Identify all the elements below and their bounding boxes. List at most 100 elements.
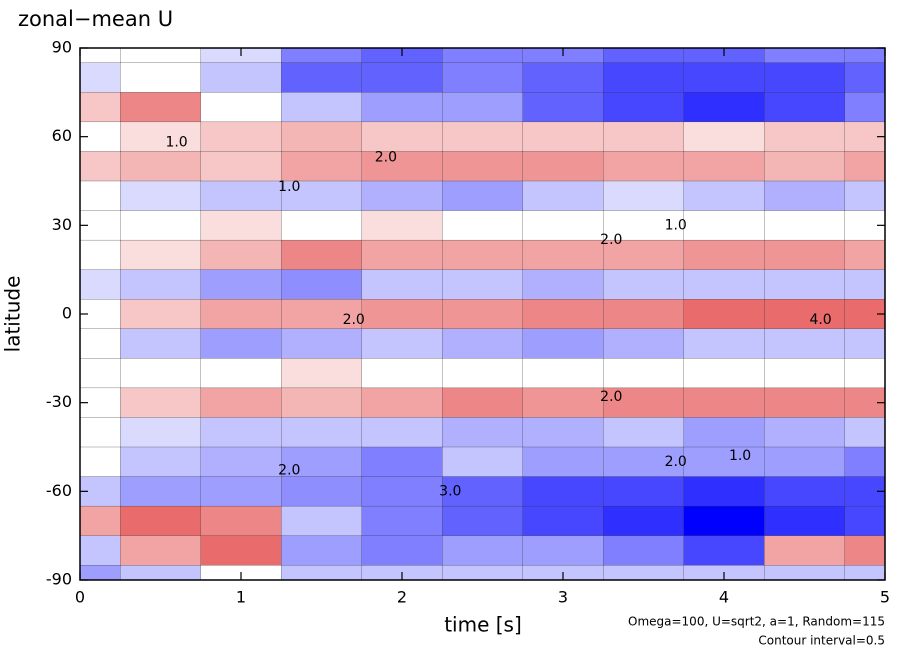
cell [120, 446, 202, 478]
cell [200, 180, 282, 212]
cell [844, 505, 885, 537]
cell [764, 92, 846, 123]
cell [522, 92, 604, 123]
cell [120, 269, 202, 300]
contour-label: 2.0 [600, 389, 622, 405]
cell [522, 151, 604, 182]
cell [522, 62, 604, 93]
cell [683, 121, 765, 153]
cell [281, 565, 363, 580]
cell [522, 476, 604, 507]
cell [764, 476, 846, 507]
cell [361, 417, 443, 448]
cell [522, 387, 604, 419]
cell [120, 417, 202, 448]
cell [603, 239, 685, 271]
cell [361, 328, 443, 359]
cell [281, 121, 363, 153]
cell [764, 180, 846, 212]
cell [442, 565, 524, 580]
x-axis-label: time [s] [444, 613, 522, 637]
cell [442, 328, 524, 359]
y-tick-label: -30 [46, 392, 72, 411]
cell [442, 476, 524, 507]
cell [683, 505, 765, 537]
cell [442, 239, 524, 271]
cell [764, 121, 846, 153]
cell [120, 239, 202, 271]
cell [683, 328, 765, 359]
cell [603, 299, 685, 330]
contour-label: 1.0 [729, 448, 751, 464]
contour-label: 1.0 [665, 217, 687, 233]
cell [80, 151, 121, 182]
cell [80, 62, 121, 93]
cell [281, 180, 363, 212]
cell [844, 92, 885, 123]
cell [120, 476, 202, 507]
cell [683, 476, 765, 507]
cell [281, 476, 363, 507]
cell [281, 92, 363, 123]
x-tick-label: 3 [558, 588, 568, 607]
cell [281, 210, 363, 241]
cell [80, 239, 121, 271]
cell [281, 358, 363, 389]
cell [200, 417, 282, 448]
cell [200, 121, 282, 153]
cell [120, 121, 202, 153]
cell [281, 151, 363, 182]
note: Omega=100, U=sqrt2, a=1, Random=115 [628, 615, 885, 629]
cell [522, 505, 604, 537]
cell [120, 151, 202, 182]
cell [442, 358, 524, 389]
cell [120, 387, 202, 419]
cell [764, 446, 846, 478]
cell [683, 417, 765, 448]
cell [200, 239, 282, 271]
cell [844, 358, 885, 389]
x-tick-label: 4 [719, 588, 729, 607]
cell [764, 417, 846, 448]
cell [603, 387, 685, 419]
cell [120, 535, 202, 566]
cell [603, 328, 685, 359]
cell [80, 417, 121, 448]
contour-label: 2.0 [665, 454, 687, 470]
cell [80, 328, 121, 359]
cell [603, 476, 685, 507]
cell [522, 180, 604, 212]
x-tick-label: 1 [236, 588, 246, 607]
cell [200, 269, 282, 300]
cell [442, 299, 524, 330]
cell [281, 387, 363, 419]
cell [442, 151, 524, 182]
y-tick-label: 30 [52, 215, 72, 234]
y-tick-label: 60 [52, 126, 72, 145]
contour-label: 2.0 [278, 463, 300, 479]
cell [764, 239, 846, 271]
contour-label: 4.0 [809, 312, 831, 328]
cell [764, 387, 846, 419]
cell [442, 92, 524, 123]
cell [361, 505, 443, 537]
cell [603, 358, 685, 389]
cell [522, 446, 604, 478]
cell [522, 239, 604, 271]
y-tick-label: -60 [46, 481, 72, 500]
cell [120, 358, 202, 389]
cell [844, 535, 885, 566]
cell [80, 180, 121, 212]
cell [844, 565, 885, 580]
cell [844, 239, 885, 271]
cell [442, 446, 524, 478]
cell [281, 446, 363, 478]
cell [683, 151, 765, 182]
cell [80, 92, 121, 123]
x-tick-label: 2 [397, 588, 407, 607]
cell [361, 446, 443, 478]
cell [120, 92, 202, 123]
cell [281, 62, 363, 93]
cell [844, 210, 885, 241]
